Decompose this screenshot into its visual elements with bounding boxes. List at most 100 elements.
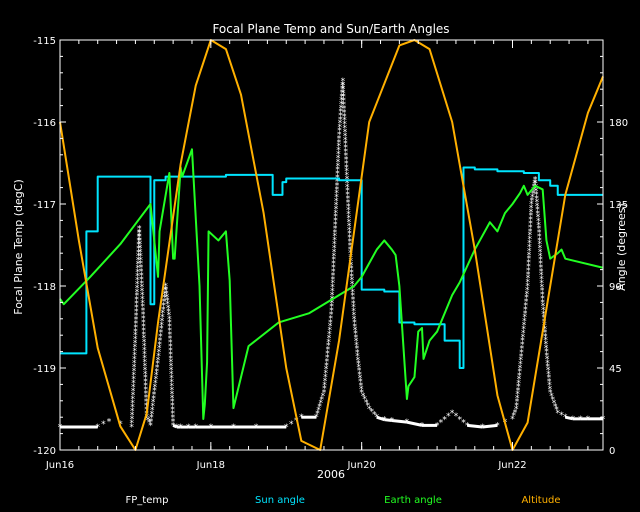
data-point: * [521, 329, 526, 339]
data-point: * [339, 104, 344, 114]
data-point: * [536, 213, 541, 223]
data-point: * [324, 365, 329, 375]
data-point: * [335, 166, 340, 176]
data-point: * [540, 283, 545, 293]
series-line [59, 148, 604, 421]
data-point: * [143, 370, 148, 380]
data-point: * [359, 385, 364, 395]
data-point: * [327, 334, 332, 344]
data-point: * [336, 162, 341, 172]
data-point: * [533, 175, 538, 185]
data-point: * [538, 244, 543, 254]
data-point: * [357, 370, 362, 380]
data-point: * [326, 342, 331, 352]
y-tick-label-left: -119 [33, 364, 56, 375]
data-point: * [155, 360, 160, 370]
data-point: * [344, 155, 349, 165]
data-point: * [527, 243, 532, 253]
data-point: * [135, 284, 140, 294]
data-point: * [349, 257, 354, 267]
point-band [406, 420, 423, 427]
data-point: * [346, 198, 351, 208]
data-point: * [337, 134, 342, 144]
data-point: * [330, 299, 335, 309]
data-point: * [521, 325, 526, 335]
data-point: * [346, 195, 351, 205]
data-point: * [152, 391, 157, 401]
data-point: * [143, 362, 148, 372]
data-point: * [331, 271, 336, 281]
data-point: * [523, 305, 528, 315]
data-point: * [537, 236, 542, 246]
data-point: * [161, 301, 166, 311]
data-point: * [530, 196, 535, 206]
data-point: * [150, 410, 155, 420]
data-point: * [537, 228, 542, 238]
data-point: * [161, 305, 166, 315]
data-point: * [351, 296, 356, 306]
data-point: * [337, 131, 342, 141]
data-point: * [341, 89, 346, 99]
data-point: * [546, 366, 551, 376]
data-point: * [353, 322, 358, 332]
data-point: * [139, 271, 144, 281]
data-point: * [538, 248, 543, 258]
data-point: * [353, 326, 358, 336]
data-point: * [545, 359, 550, 369]
y-tick-label-left: -117 [33, 200, 56, 211]
data-point: * [141, 314, 146, 324]
data-point: * [531, 189, 536, 199]
data-point: * [544, 344, 549, 354]
data-point: * [524, 294, 529, 304]
data-point: * [359, 389, 364, 399]
data-point: * [289, 420, 294, 430]
data-point: * [151, 398, 156, 408]
data-point: * [514, 401, 519, 411]
data-point: * [350, 276, 355, 286]
data-point: * [144, 401, 149, 411]
data-point: * [343, 140, 348, 150]
data-point: * [344, 167, 349, 177]
data-point: * [153, 379, 158, 389]
data-point: * [142, 350, 147, 360]
data-point: * [330, 279, 335, 289]
data-point: * [517, 371, 522, 381]
data-point: * [138, 256, 143, 266]
data-point: * [343, 144, 348, 154]
data-point: * [134, 319, 139, 329]
data-point: * [346, 202, 351, 212]
data-point: * [517, 368, 522, 378]
data-point: * [153, 383, 158, 393]
y-tick-label-left: -120 [33, 446, 56, 457]
data-point: * [158, 336, 163, 346]
data-point: * [545, 355, 550, 365]
data-point: * [535, 198, 540, 208]
data-point: * [528, 223, 533, 233]
point-band [391, 418, 408, 424]
data-point: * [538, 256, 543, 266]
data-point: * [136, 248, 141, 258]
data-point: * [540, 291, 545, 301]
data-point: * [520, 344, 525, 354]
data-point: * [137, 229, 142, 239]
data-point: * [347, 230, 352, 240]
data-point: * [133, 335, 138, 345]
data-point: * [527, 255, 532, 265]
data-point: * [143, 378, 148, 388]
y-tick-label-left: -116 [33, 118, 56, 129]
data-point: * [167, 319, 172, 329]
data-point: * [322, 389, 327, 399]
data-point: * [554, 406, 559, 416]
data-point: * [139, 268, 144, 278]
data-point: * [170, 402, 175, 412]
data-point: * [450, 409, 455, 419]
data-point: * [520, 341, 525, 351]
data-point: * [163, 290, 168, 300]
data-point: * [135, 272, 140, 282]
data-point: * [549, 392, 554, 402]
data-point: * [154, 371, 159, 381]
data-point: * [343, 124, 348, 134]
data-point: * [518, 360, 523, 370]
data-point: * [157, 340, 162, 350]
